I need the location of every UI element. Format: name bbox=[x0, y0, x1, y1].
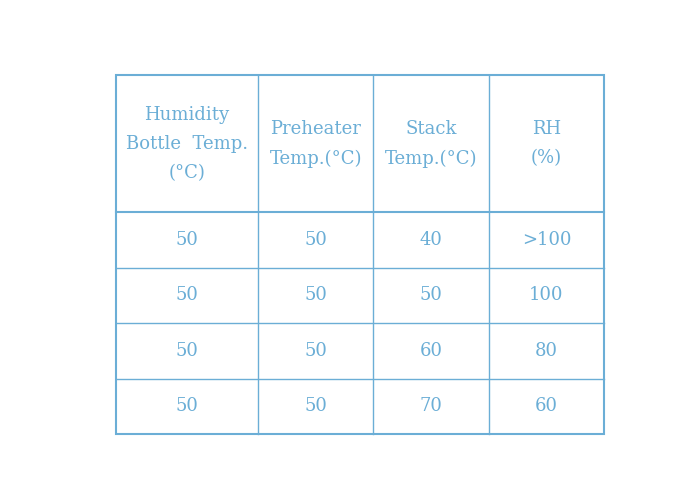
Text: Stack
Temp.(°C): Stack Temp.(°C) bbox=[385, 120, 477, 168]
Text: 50: 50 bbox=[304, 286, 327, 304]
Text: RH
(%): RH (%) bbox=[531, 120, 562, 168]
Text: 80: 80 bbox=[535, 342, 558, 360]
Text: 50: 50 bbox=[176, 342, 199, 360]
Text: Humidity
Bottle  Temp.
(°C): Humidity Bottle Temp. (°C) bbox=[126, 106, 248, 182]
Text: 50: 50 bbox=[304, 397, 327, 415]
Text: 50: 50 bbox=[304, 342, 327, 360]
Text: Preheater
Temp.(°C): Preheater Temp.(°C) bbox=[269, 120, 362, 168]
Text: 60: 60 bbox=[419, 342, 443, 360]
Text: 50: 50 bbox=[304, 231, 327, 249]
Text: 60: 60 bbox=[535, 397, 558, 415]
Text: 50: 50 bbox=[176, 231, 199, 249]
Text: 50: 50 bbox=[419, 286, 442, 304]
Text: 70: 70 bbox=[419, 397, 442, 415]
Text: 50: 50 bbox=[176, 286, 199, 304]
Text: >100: >100 bbox=[522, 231, 571, 249]
Text: 50: 50 bbox=[176, 397, 199, 415]
Text: 100: 100 bbox=[529, 286, 563, 304]
Text: 40: 40 bbox=[419, 231, 442, 249]
